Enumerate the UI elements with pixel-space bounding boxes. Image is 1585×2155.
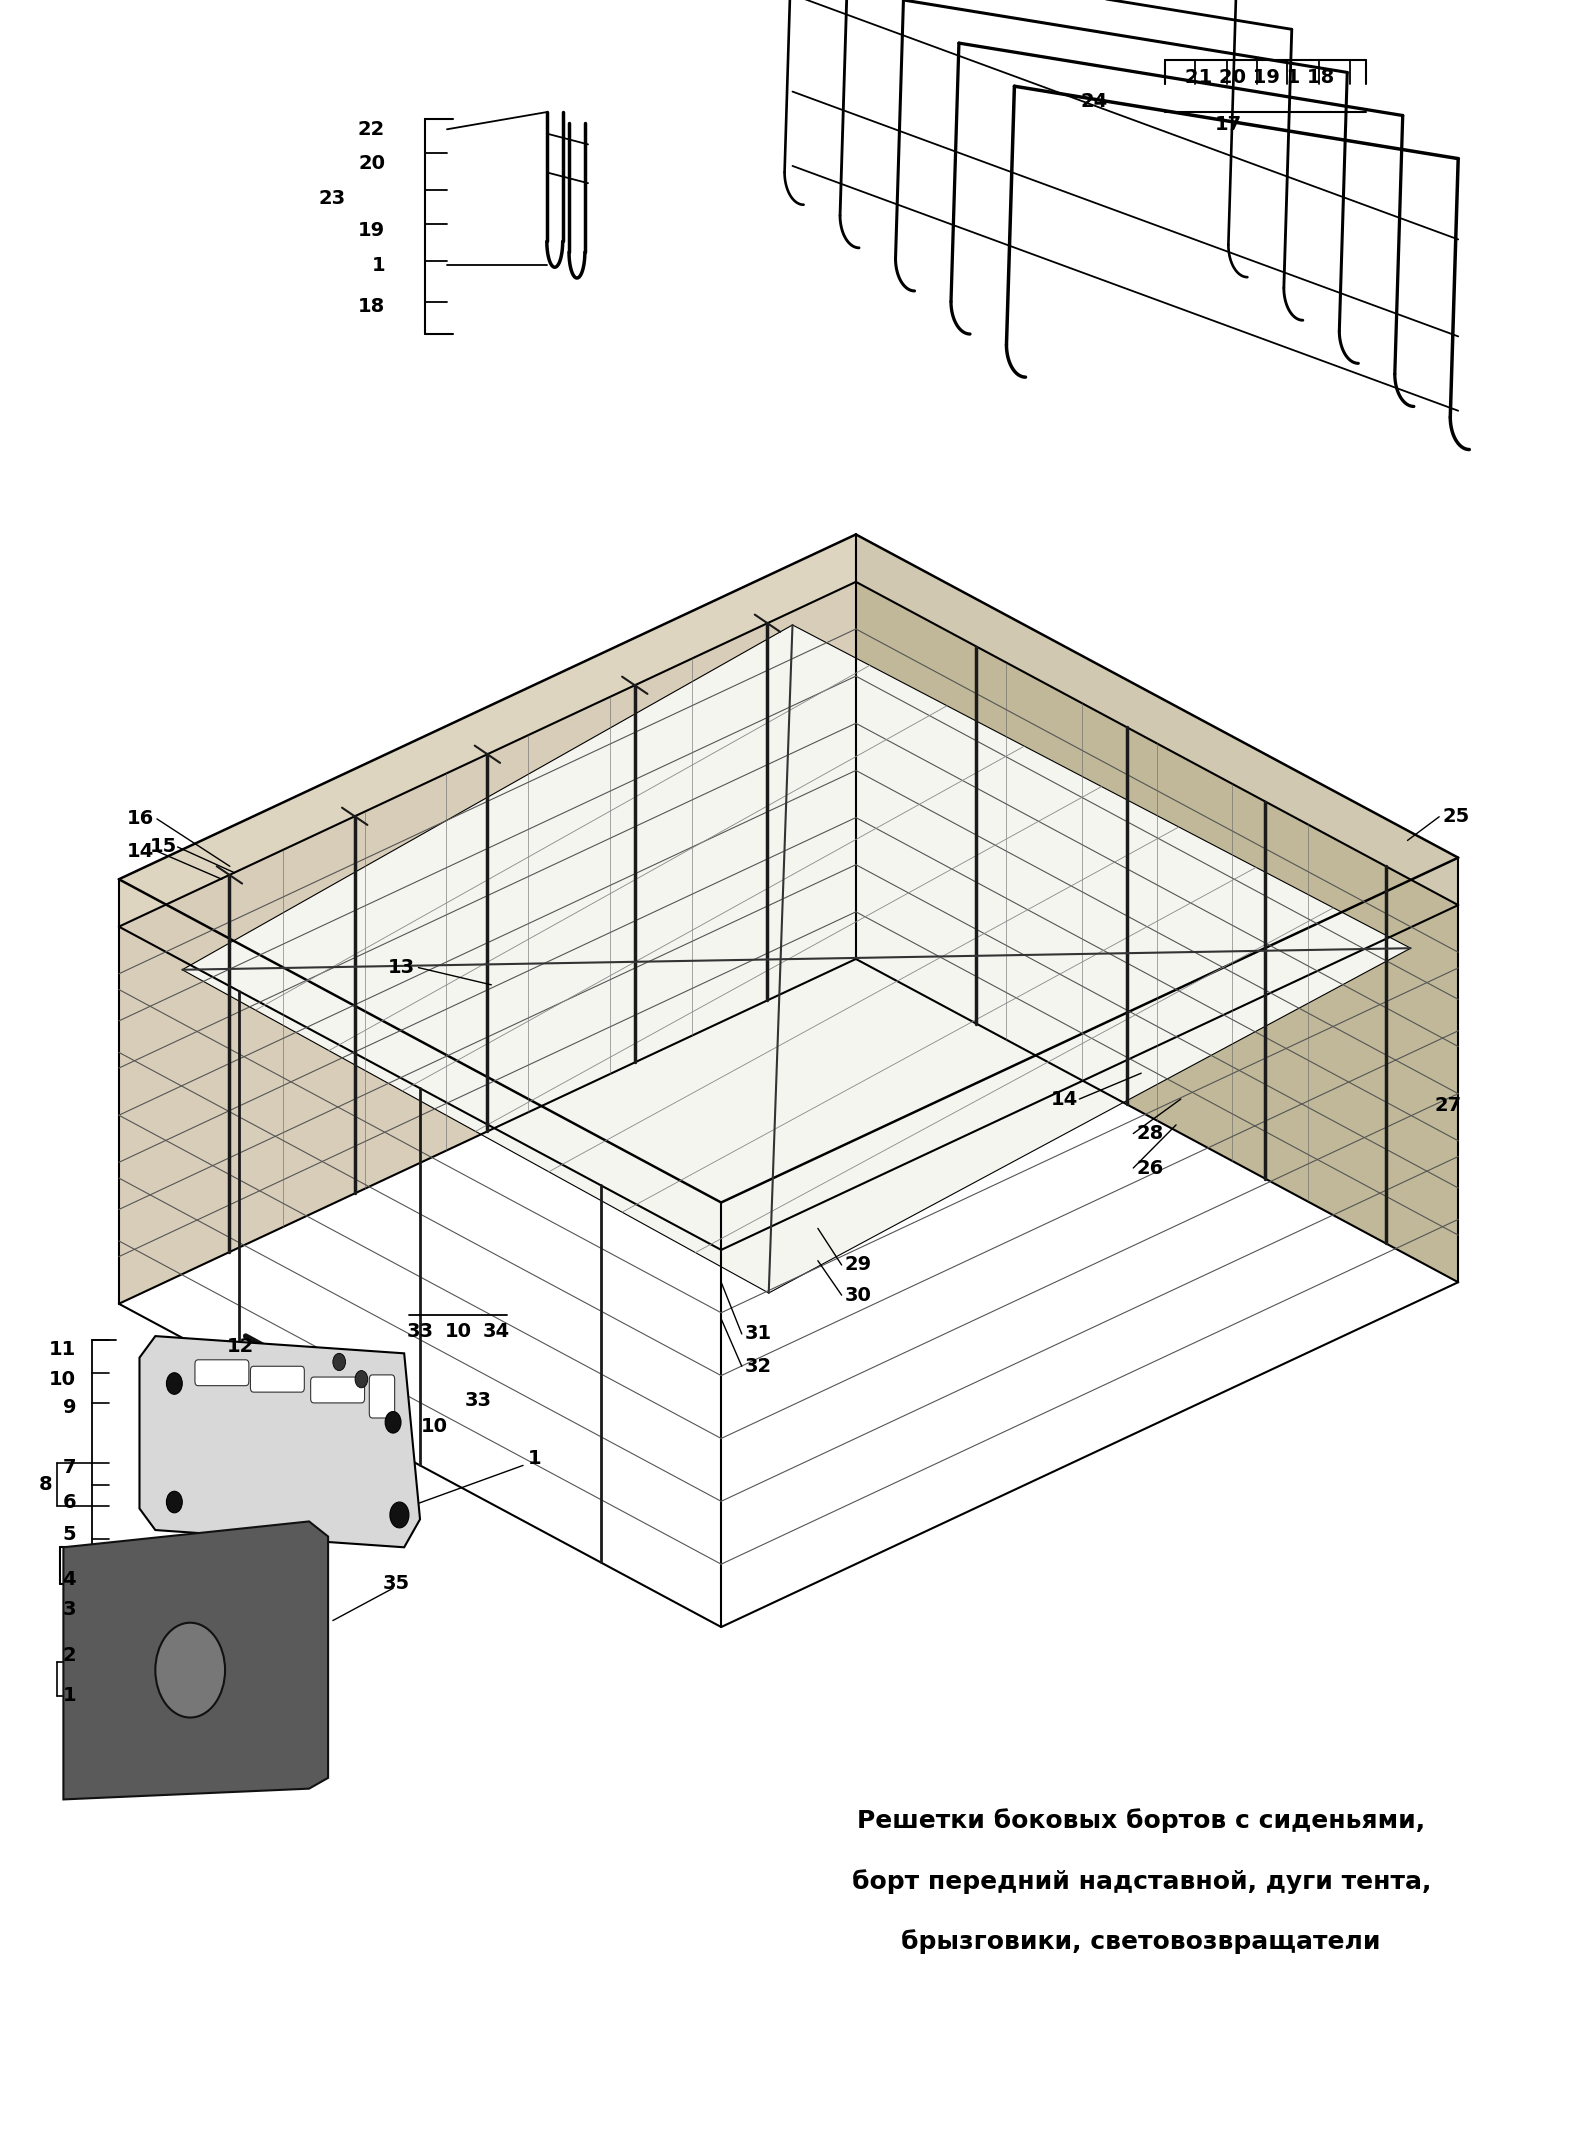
FancyBboxPatch shape [250, 1366, 304, 1392]
Circle shape [166, 1491, 182, 1513]
Text: 33: 33 [406, 1323, 434, 1340]
Text: 24: 24 [1079, 93, 1108, 110]
Text: 35: 35 [382, 1575, 411, 1593]
Circle shape [155, 1623, 225, 1718]
Text: 31: 31 [745, 1325, 772, 1343]
Text: 33: 33 [464, 1392, 493, 1409]
Text: 10: 10 [420, 1418, 449, 1435]
Circle shape [166, 1373, 182, 1394]
Text: 13: 13 [388, 959, 415, 976]
Polygon shape [119, 582, 856, 1304]
Text: 14: 14 [1051, 1090, 1078, 1108]
Polygon shape [119, 534, 856, 927]
Text: 21 20 19 1 18: 21 20 19 1 18 [1186, 69, 1335, 86]
FancyBboxPatch shape [195, 1360, 249, 1386]
Text: 5: 5 [62, 1526, 76, 1543]
Text: 28: 28 [1136, 1125, 1163, 1142]
FancyBboxPatch shape [311, 1377, 365, 1403]
Circle shape [390, 1502, 409, 1528]
Text: 19: 19 [358, 222, 385, 239]
Polygon shape [856, 534, 1458, 905]
Polygon shape [182, 625, 1411, 1293]
Text: 16: 16 [127, 810, 154, 828]
Text: ПЛАНЕТА ЖЕЛЕЗ...: ПЛАНЕТА ЖЕЛЕЗ... [498, 985, 865, 1019]
Text: 27: 27 [1434, 1097, 1461, 1114]
Text: 34: 34 [482, 1323, 510, 1340]
Text: 10: 10 [49, 1371, 76, 1388]
Text: брызговики, световозвращатели: брызговики, световозвращатели [902, 1929, 1381, 1955]
Text: 12: 12 [227, 1338, 255, 1355]
Text: 26: 26 [1136, 1159, 1163, 1177]
Text: 14: 14 [127, 843, 154, 860]
Text: 1: 1 [528, 1450, 540, 1468]
Circle shape [385, 1412, 401, 1433]
Text: 4: 4 [62, 1571, 76, 1588]
Text: 20: 20 [358, 155, 385, 172]
Text: 29: 29 [845, 1256, 872, 1274]
Polygon shape [139, 1336, 420, 1547]
Text: 1: 1 [371, 256, 385, 274]
Text: 17: 17 [1214, 116, 1243, 134]
Text: 2: 2 [62, 1646, 76, 1664]
Text: борт передний надставной, дуги тента,: борт передний надставной, дуги тента, [851, 1868, 1431, 1894]
Circle shape [355, 1371, 368, 1388]
Text: 23: 23 [319, 190, 346, 207]
Text: 22: 22 [358, 121, 385, 138]
Circle shape [333, 1353, 346, 1371]
Text: 1: 1 [62, 1687, 76, 1705]
Text: 10: 10 [444, 1323, 472, 1340]
Text: 8: 8 [38, 1476, 52, 1493]
Text: 30: 30 [845, 1287, 872, 1304]
Text: 25: 25 [1442, 808, 1469, 825]
Polygon shape [63, 1521, 328, 1799]
Text: 6: 6 [62, 1493, 76, 1511]
Text: 7: 7 [62, 1459, 76, 1476]
Text: 32: 32 [745, 1358, 772, 1375]
Text: Решетки боковых бортов с сиденьями,: Решетки боковых бортов с сиденьями, [857, 1808, 1425, 1834]
Text: 3: 3 [62, 1601, 76, 1618]
Text: 15: 15 [151, 838, 178, 856]
Polygon shape [856, 582, 1458, 1282]
Text: 11: 11 [49, 1340, 76, 1358]
Text: 9: 9 [62, 1399, 76, 1416]
Text: 18: 18 [358, 297, 385, 315]
FancyBboxPatch shape [369, 1375, 395, 1418]
Polygon shape [119, 534, 856, 927]
